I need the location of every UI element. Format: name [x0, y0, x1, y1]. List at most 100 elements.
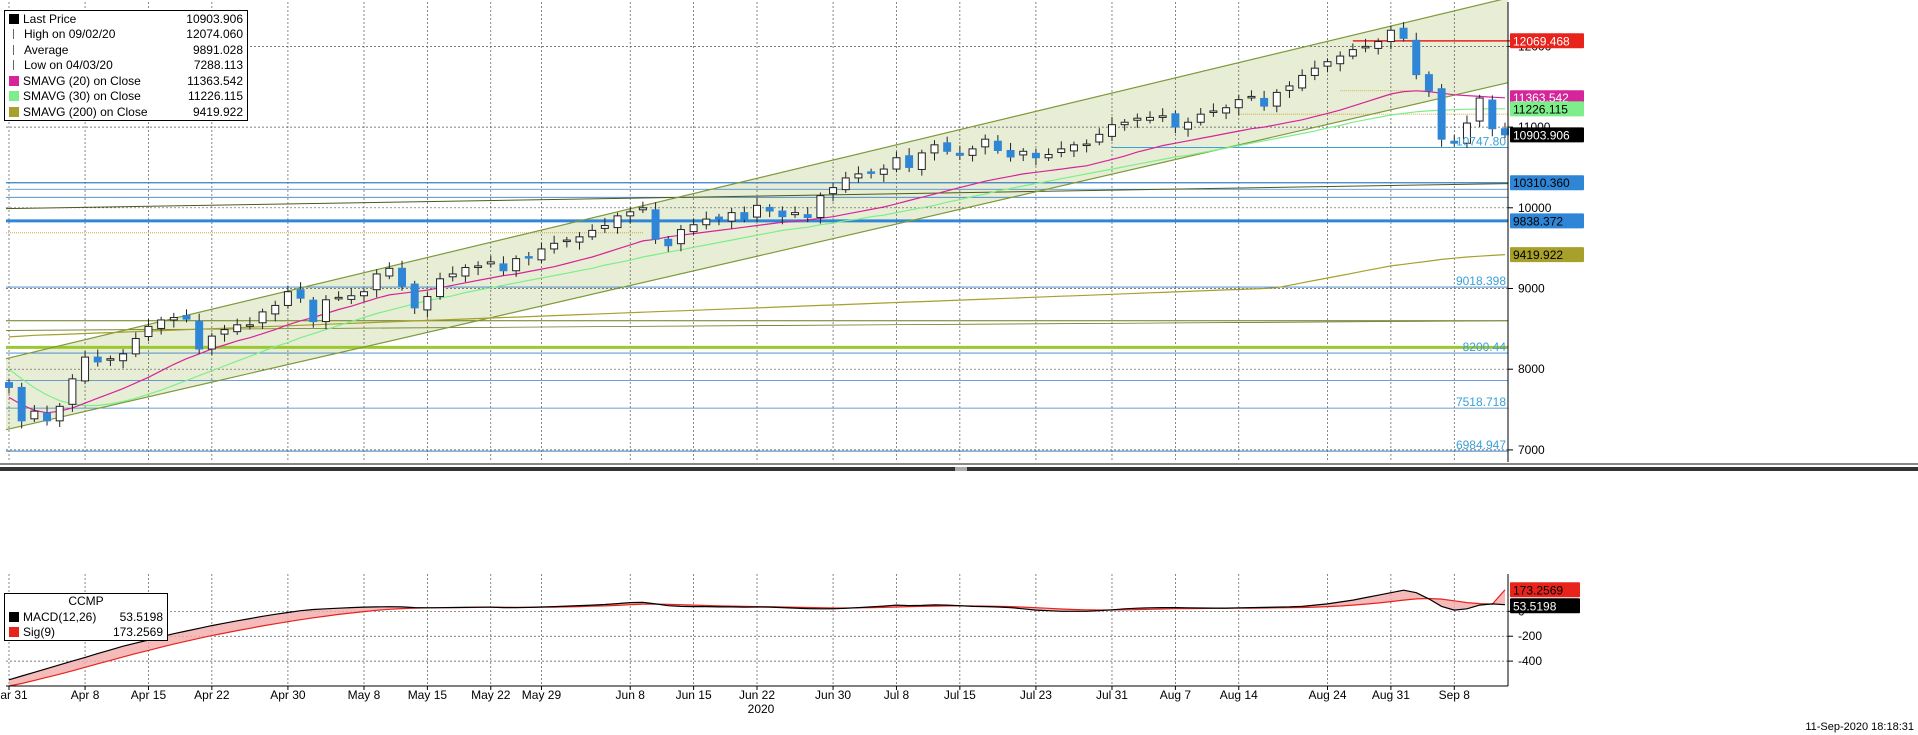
candle-body: [245, 324, 254, 327]
candle-body: [1348, 49, 1357, 57]
price-tick-label: 8000: [1518, 362, 1545, 376]
legend-name: High on 09/02/20: [24, 27, 116, 42]
candle-body: [626, 211, 635, 217]
candle-body: [676, 229, 685, 245]
candle-body: [68, 378, 77, 405]
candle-body: [55, 405, 64, 422]
candle-body: [1336, 55, 1345, 65]
candle-body: [220, 329, 229, 335]
candle-body: [1260, 97, 1269, 107]
macd-line: [8, 589, 1506, 681]
candle-body: [955, 152, 964, 156]
legend-item: Average 9891.028: [5, 42, 247, 58]
candle-body: [550, 242, 559, 250]
candle-body: [753, 204, 761, 218]
legend-name: Sig(9): [23, 625, 56, 640]
candle-body: [169, 317, 178, 321]
candle-body: [600, 225, 609, 229]
candle-body: [841, 177, 850, 191]
legend-item: SMAVG (20) on Close 11363.542: [5, 73, 247, 89]
legend-value: 173.2569: [112, 625, 163, 640]
candle-body: [1120, 121, 1129, 126]
legend-swatch: [13, 29, 20, 40]
price-tag-label: 10903.906: [1513, 128, 1570, 142]
legend-swatch: [9, 91, 19, 102]
candle-body: [258, 311, 267, 324]
candle-body: [1234, 99, 1243, 109]
candle-body: [1006, 149, 1015, 158]
legend-value: 9419.922: [192, 104, 243, 119]
legend-item: SMAVG (30) on Close 11226.115: [5, 89, 247, 105]
price-tick-label: 7000: [1518, 443, 1545, 457]
legend-item: Low on 04/03/20 7288.113: [5, 58, 247, 74]
legend-value: 11226.115: [188, 89, 243, 104]
legend-name: Last Price: [23, 11, 77, 26]
legend-swatch: [9, 13, 19, 24]
x-tick-label: Jun 22: [739, 688, 775, 702]
macd-tag: [1510, 598, 1580, 614]
price-tag-label: 10310.360: [1513, 176, 1570, 190]
legend-name: Average: [24, 42, 69, 57]
legend-value: 11363.542: [187, 73, 243, 88]
x-tick-label: Apr 15: [131, 688, 167, 702]
candle-body: [283, 291, 292, 306]
candle-body: [689, 224, 698, 233]
candle-body: [5, 382, 13, 388]
candle-body: [537, 248, 546, 261]
x-tick-label: Apr 22: [194, 688, 230, 702]
price-tag: [1510, 247, 1584, 263]
candle-body: [829, 187, 838, 195]
candle-body: [803, 214, 812, 218]
candle-body: [1209, 110, 1218, 113]
candle-body: [1107, 124, 1116, 137]
candle-body: [562, 239, 571, 243]
candle-body: [1158, 115, 1167, 118]
channel-upper: [5, 0, 1503, 360]
price-tick-label: 9000: [1518, 281, 1545, 295]
x-tick-label: Jul 31: [1096, 688, 1128, 702]
price-tag-label: 12069.468: [1513, 34, 1570, 48]
level-label: 10747.80: [1456, 134, 1506, 148]
candle-body: [765, 206, 774, 212]
macd-tag: [1510, 582, 1580, 598]
candle-body: [524, 256, 533, 259]
candle-body: [1374, 41, 1383, 49]
x-tick-label: Jun 30: [815, 688, 851, 702]
price-legend: Last Price 10903.906 High on 09/02/20 12074…: [4, 10, 248, 121]
candle-body: [1133, 117, 1142, 121]
trend-line: [5, 183, 1509, 210]
candle-body: [43, 412, 52, 422]
legend-swatch: [9, 106, 19, 117]
candle-body: [791, 212, 800, 216]
price-tick-label: 10000: [1518, 201, 1552, 215]
legend-swatch: [9, 75, 19, 86]
legend-name: MACD(12,26): [23, 609, 97, 624]
candle-body: [486, 261, 495, 265]
trend-line: [5, 320, 1509, 331]
level-label: 6984.947: [1456, 438, 1506, 452]
candle-body: [1437, 88, 1446, 140]
candle-body: [816, 195, 825, 218]
macd-legend-item: Sig(9) 173.2569: [5, 625, 167, 641]
legend-value: 12074.060: [186, 27, 243, 42]
legend-name: SMAVG (200) on Close: [23, 104, 148, 119]
timestamp: 11-Sep-2020 18:18:31: [1805, 721, 1914, 733]
candle-body: [157, 319, 166, 329]
price-tag: [1510, 33, 1584, 49]
macd-tick-label: -400: [1518, 654, 1542, 668]
candle-body: [1450, 140, 1459, 144]
candle-body: [93, 356, 102, 363]
candle-body: [144, 325, 153, 338]
legend-name: SMAVG (30) on Close: [23, 89, 141, 104]
candle-body: [119, 353, 128, 362]
x-tick-label: Aug 31: [1372, 688, 1410, 702]
x-tick-label: Aug 24: [1308, 688, 1346, 702]
candle-body: [17, 386, 26, 422]
candle-body: [334, 296, 343, 300]
candle-body: [436, 278, 445, 298]
price-tag: [1510, 175, 1584, 191]
macd-tag-label: 53.5198: [1513, 599, 1557, 613]
macd-legend-item: MACD(12,26) 53.5198: [5, 609, 167, 625]
candle-body: [879, 168, 888, 175]
legend-swatch: [9, 627, 19, 638]
